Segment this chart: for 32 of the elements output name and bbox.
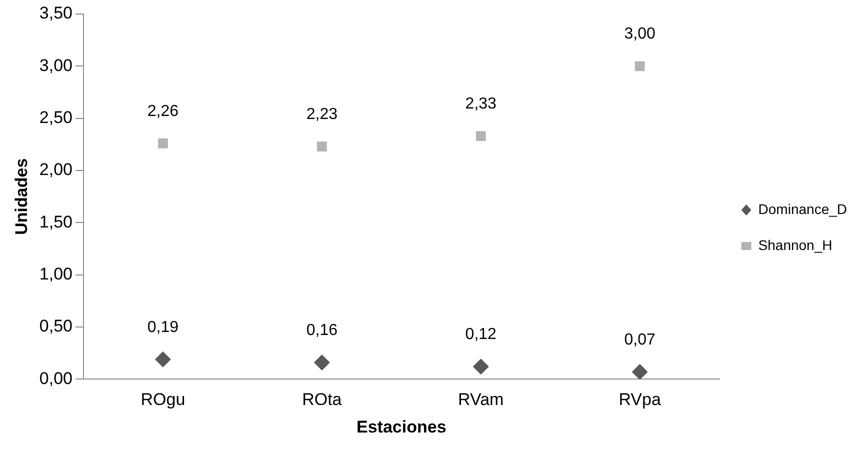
legend-label: Shannon_H xyxy=(758,236,832,253)
y-tick-label: 1,00 xyxy=(39,264,72,284)
data-label: 0,12 xyxy=(465,326,497,344)
y-tick-label: 3,50 xyxy=(39,4,72,23)
data-label: 0,07 xyxy=(624,331,656,348)
data-label: 0,16 xyxy=(306,322,338,339)
y-tick-label: 1,50 xyxy=(39,212,72,232)
data-label: 2,33 xyxy=(465,95,497,112)
data-label: 0,19 xyxy=(147,318,179,336)
point xyxy=(314,354,330,371)
y-tick-label: 3,00 xyxy=(39,56,72,75)
point xyxy=(472,358,489,375)
point xyxy=(632,364,648,380)
x-tick-label: ROgu xyxy=(140,390,186,410)
y-tick-label: 2,00 xyxy=(39,160,72,180)
data-label: 2,23 xyxy=(306,106,338,123)
data-label: 3,00 xyxy=(624,26,656,43)
legend-label: Dominance_D xyxy=(758,200,848,217)
y-axis-title: Unidades xyxy=(12,158,31,235)
x-tick-label: RVpa xyxy=(618,390,662,410)
x-tick-label: RVam xyxy=(458,390,504,410)
y-tick-label: 0,50 xyxy=(39,316,72,336)
y-tick-label: 2,50 xyxy=(39,108,72,128)
x-axis-title: Estaciones xyxy=(356,417,446,436)
y-tick-label: 0,00 xyxy=(39,368,72,388)
point xyxy=(476,131,486,142)
point xyxy=(634,61,645,72)
data-label: 2,26 xyxy=(147,102,179,120)
point xyxy=(316,142,327,152)
point xyxy=(158,138,168,148)
point xyxy=(154,351,171,368)
x-tick-label: ROta xyxy=(302,390,342,410)
